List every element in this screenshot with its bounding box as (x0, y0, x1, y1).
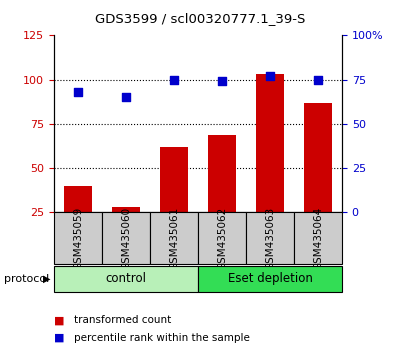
Text: Eset depletion: Eset depletion (228, 272, 312, 285)
FancyBboxPatch shape (150, 212, 198, 264)
Text: GSM435064: GSM435064 (313, 206, 323, 270)
Text: GDS3599 / scl00320777.1_39-S: GDS3599 / scl00320777.1_39-S (95, 12, 305, 25)
Point (123, 95, 129, 100)
FancyBboxPatch shape (54, 212, 102, 264)
Text: protocol: protocol (4, 274, 49, 284)
Point (267, 73, 273, 79)
Point (75, 89, 81, 95)
FancyBboxPatch shape (198, 266, 342, 292)
Text: ■: ■ (54, 315, 64, 325)
Bar (304, 103, 332, 212)
Text: GSM435062: GSM435062 (217, 206, 227, 270)
Text: ▶: ▶ (44, 274, 51, 284)
FancyBboxPatch shape (54, 266, 198, 292)
FancyBboxPatch shape (102, 212, 150, 264)
FancyBboxPatch shape (294, 212, 342, 264)
FancyBboxPatch shape (198, 212, 246, 264)
Text: GSM435061: GSM435061 (169, 206, 179, 270)
Text: GSM435063: GSM435063 (265, 206, 275, 270)
Bar (208, 135, 236, 212)
Bar (112, 207, 140, 212)
Point (171, 77, 177, 82)
Text: GSM435059: GSM435059 (73, 206, 83, 270)
Point (219, 79, 225, 84)
Bar (256, 74, 284, 212)
Text: transformed count: transformed count (74, 315, 171, 325)
Bar (160, 147, 188, 212)
Text: percentile rank within the sample: percentile rank within the sample (74, 333, 250, 343)
FancyBboxPatch shape (246, 212, 294, 264)
Text: ■: ■ (54, 333, 64, 343)
Point (315, 77, 321, 82)
Text: control: control (106, 272, 146, 285)
Text: GSM435060: GSM435060 (121, 206, 131, 270)
Bar (64, 186, 92, 212)
